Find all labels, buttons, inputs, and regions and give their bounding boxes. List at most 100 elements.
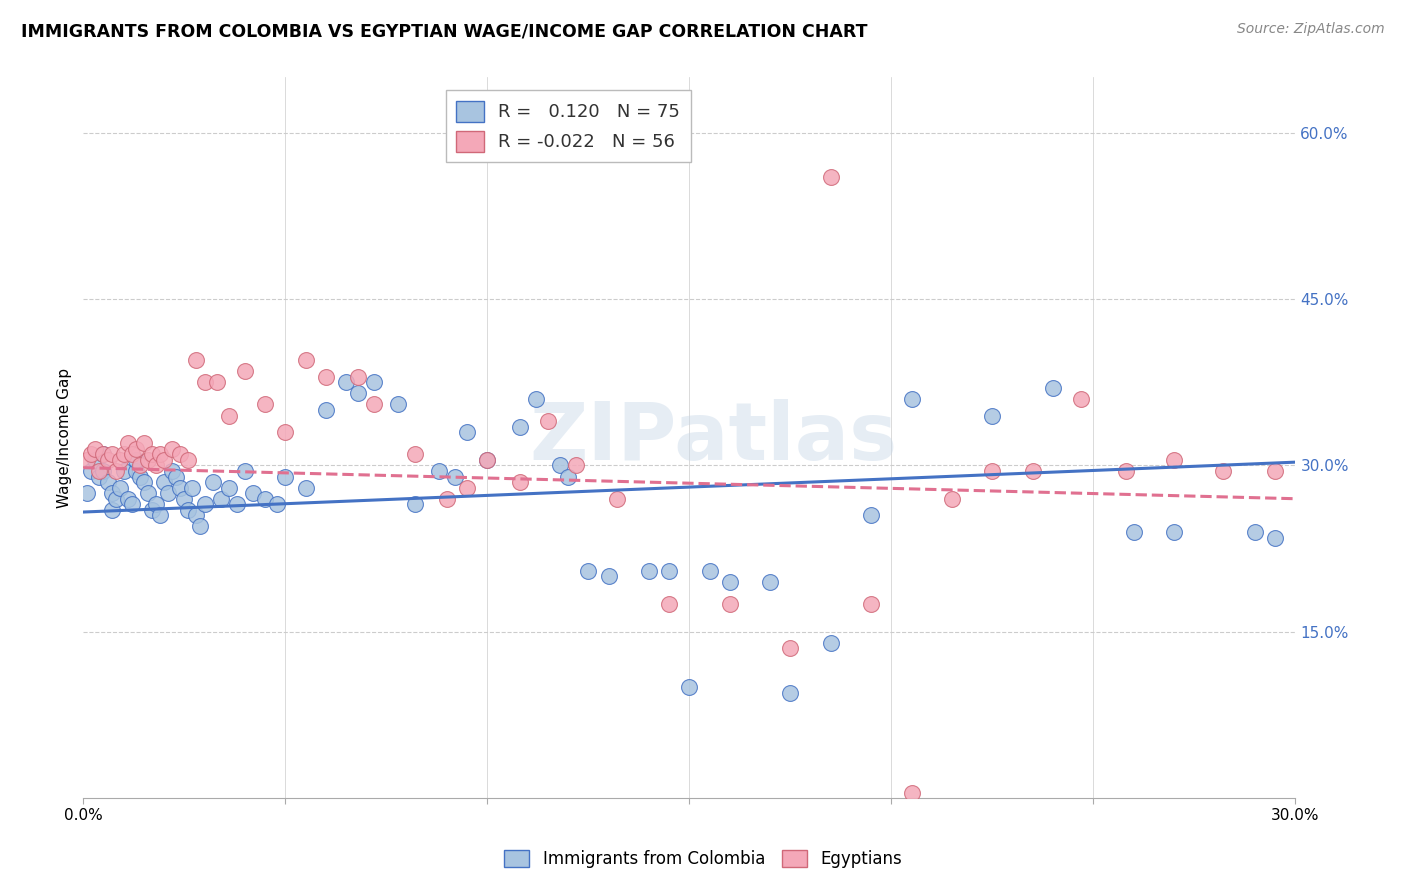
Point xyxy=(136,486,159,500)
Point xyxy=(347,386,370,401)
Point xyxy=(759,574,782,589)
Point xyxy=(108,453,131,467)
Point xyxy=(169,481,191,495)
Point xyxy=(193,497,215,511)
Point xyxy=(427,464,450,478)
Legend: Immigrants from Colombia, Egyptians: Immigrants from Colombia, Egyptians xyxy=(498,843,908,875)
Point xyxy=(225,497,247,511)
Point xyxy=(121,447,143,461)
Point xyxy=(363,376,385,390)
Point xyxy=(242,486,264,500)
Point xyxy=(718,597,741,611)
Point xyxy=(1122,524,1144,539)
Point xyxy=(104,491,127,506)
Point xyxy=(900,392,922,406)
Point xyxy=(233,464,256,478)
Point xyxy=(100,486,122,500)
Point xyxy=(117,491,139,506)
Point xyxy=(181,481,204,495)
Point xyxy=(509,419,531,434)
Y-axis label: Wage/Income Gap: Wage/Income Gap xyxy=(58,368,72,508)
Point xyxy=(598,569,620,583)
Point xyxy=(96,453,118,467)
Text: ZIPatlas: ZIPatlas xyxy=(530,399,898,476)
Point xyxy=(266,497,288,511)
Point xyxy=(404,497,426,511)
Point xyxy=(125,453,148,467)
Point xyxy=(1264,464,1286,478)
Point xyxy=(387,397,409,411)
Point xyxy=(218,481,240,495)
Point xyxy=(1022,464,1045,478)
Point xyxy=(335,376,357,390)
Point xyxy=(160,464,183,478)
Point xyxy=(1042,381,1064,395)
Point xyxy=(900,785,922,799)
Point xyxy=(606,491,628,506)
Point xyxy=(100,503,122,517)
Point xyxy=(315,369,337,384)
Point xyxy=(294,353,316,368)
Point xyxy=(201,475,224,489)
Point xyxy=(145,497,167,511)
Point xyxy=(149,447,172,461)
Point xyxy=(112,464,135,478)
Point xyxy=(274,469,297,483)
Point xyxy=(165,469,187,483)
Point xyxy=(149,508,172,523)
Point xyxy=(294,481,316,495)
Point xyxy=(100,447,122,461)
Point xyxy=(93,447,115,461)
Point xyxy=(76,453,98,467)
Point xyxy=(363,397,385,411)
Point xyxy=(981,464,1004,478)
Point xyxy=(177,503,200,517)
Point xyxy=(274,425,297,440)
Point xyxy=(125,464,148,478)
Point xyxy=(1212,464,1234,478)
Point xyxy=(205,376,228,390)
Point xyxy=(233,364,256,378)
Text: Source: ZipAtlas.com: Source: ZipAtlas.com xyxy=(1237,22,1385,37)
Point xyxy=(93,464,115,478)
Point xyxy=(153,453,176,467)
Point xyxy=(157,486,180,500)
Point xyxy=(136,453,159,467)
Point xyxy=(537,414,560,428)
Point xyxy=(477,453,499,467)
Text: IMMIGRANTS FROM COLOMBIA VS EGYPTIAN WAGE/INCOME GAP CORRELATION CHART: IMMIGRANTS FROM COLOMBIA VS EGYPTIAN WAG… xyxy=(21,22,868,40)
Point xyxy=(132,475,155,489)
Point xyxy=(108,481,131,495)
Point xyxy=(177,453,200,467)
Point xyxy=(209,491,232,506)
Point xyxy=(254,397,277,411)
Point xyxy=(941,491,963,506)
Point xyxy=(1115,464,1137,478)
Point xyxy=(141,503,163,517)
Point xyxy=(84,453,107,467)
Point xyxy=(436,491,458,506)
Point xyxy=(658,564,681,578)
Point xyxy=(186,353,208,368)
Point xyxy=(509,475,531,489)
Point xyxy=(89,464,111,478)
Point xyxy=(860,597,883,611)
Point xyxy=(89,469,111,483)
Legend: R =   0.120   N = 75, R = -0.022   N = 56: R = 0.120 N = 75, R = -0.022 N = 56 xyxy=(446,90,690,162)
Point xyxy=(456,425,478,440)
Point xyxy=(456,481,478,495)
Point xyxy=(117,436,139,450)
Point xyxy=(779,641,801,656)
Point xyxy=(93,447,115,461)
Point xyxy=(404,447,426,461)
Point xyxy=(678,680,700,694)
Point xyxy=(121,497,143,511)
Point xyxy=(218,409,240,423)
Point xyxy=(477,453,499,467)
Point xyxy=(1264,531,1286,545)
Point xyxy=(145,458,167,473)
Point xyxy=(524,392,547,406)
Point xyxy=(76,486,98,500)
Point xyxy=(860,508,883,523)
Point xyxy=(96,475,118,489)
